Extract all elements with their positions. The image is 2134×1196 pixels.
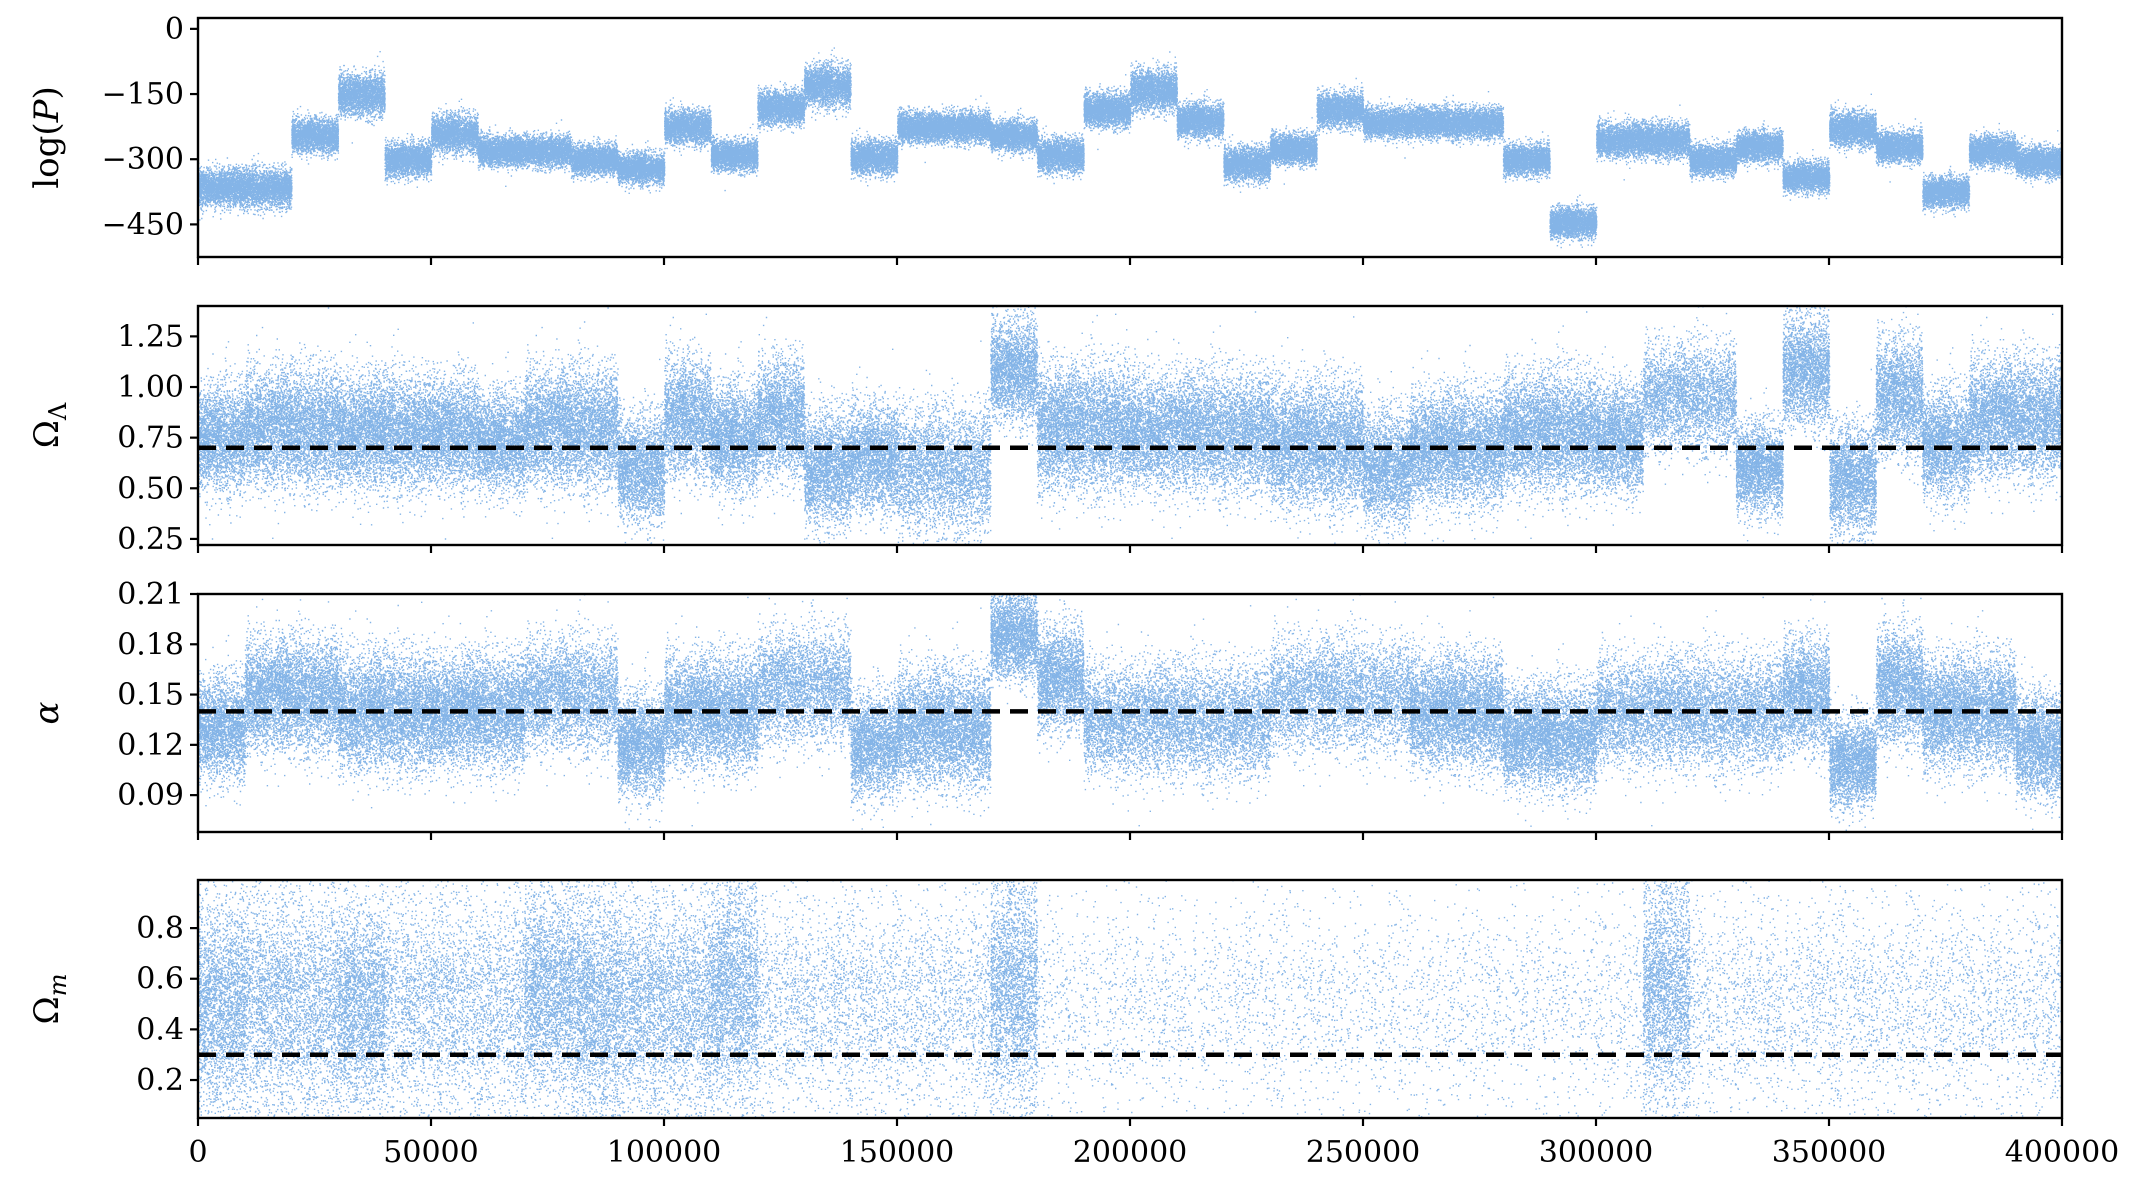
y-tick-label: 1.00 bbox=[117, 370, 184, 405]
y-tick-label: 0.18 bbox=[117, 627, 184, 662]
samples-alpha bbox=[198, 594, 2063, 833]
shared-x-axis: 0 50000 100000 150000 200000 250000 300000 3500… bbox=[188, 1135, 2119, 1170]
y-tick-label: 1.25 bbox=[117, 319, 184, 354]
y-tick-label: 0.09 bbox=[117, 778, 184, 813]
y-axis-label: ΩΛ bbox=[27, 402, 72, 448]
x-tick-label: 350000 bbox=[1772, 1135, 1887, 1170]
y-tick-label: −150 bbox=[102, 77, 184, 112]
y-tick-label: 0 bbox=[165, 12, 184, 47]
y-tick-label: 0.12 bbox=[117, 728, 184, 763]
y-tick-label: 0.21 bbox=[117, 577, 184, 612]
y-tick-label: −300 bbox=[102, 142, 184, 177]
sample-points bbox=[198, 47, 2063, 248]
y-tick-label: 0.15 bbox=[117, 678, 184, 713]
panel-logp: 0 −150 −300 −450 log(P) bbox=[27, 12, 2063, 265]
samples-logp bbox=[198, 47, 2063, 248]
y-tick-label: 0.6 bbox=[136, 962, 184, 997]
samples-omega-m bbox=[198, 880, 2063, 1119]
panel-alpha: 0.21 0.18 0.15 0.12 0.09 α bbox=[27, 577, 2063, 840]
panel-omega-lambda: 1.25 1.00 0.75 0.50 0.25 ΩΛ bbox=[27, 306, 2063, 557]
y-tick-label: −450 bbox=[102, 207, 184, 242]
samples-omega-lambda bbox=[198, 306, 2063, 546]
y-tick-label: 0.25 bbox=[117, 522, 184, 557]
x-tick-label: 200000 bbox=[1073, 1135, 1188, 1170]
y-axis-label: log(P) bbox=[27, 86, 67, 189]
y-axis-label: α bbox=[27, 701, 67, 724]
x-tick-label: 50000 bbox=[383, 1135, 478, 1170]
x-tick-label: 100000 bbox=[607, 1135, 722, 1170]
x-tick-label: 250000 bbox=[1306, 1135, 1421, 1170]
y-axis-label: Ωm bbox=[27, 974, 72, 1025]
y-tick-label: 0.8 bbox=[136, 911, 184, 946]
panel-omega-m: 0.8 0.6 0.4 0.2 Ωm bbox=[27, 880, 2063, 1126]
sample-points bbox=[198, 594, 2063, 833]
y-tick-label: 0.4 bbox=[136, 1012, 184, 1047]
y-tick-label: 0.50 bbox=[117, 471, 184, 506]
y-tick-label: 0.75 bbox=[117, 421, 184, 456]
sample-points bbox=[198, 880, 2063, 1119]
x-tick-label: 0 bbox=[188, 1135, 207, 1170]
x-tick-label: 300000 bbox=[1539, 1135, 1654, 1170]
panels-group: 0 −150 −300 −450 log(P) 1.25 1.00 0.75 0.50 0.25 Ω… bbox=[27, 12, 2063, 1126]
x-tick-label: 150000 bbox=[840, 1135, 955, 1170]
x-tick-label: 400000 bbox=[2005, 1135, 2120, 1170]
sample-points bbox=[198, 306, 2063, 546]
y-tick-label: 0.2 bbox=[136, 1063, 184, 1098]
